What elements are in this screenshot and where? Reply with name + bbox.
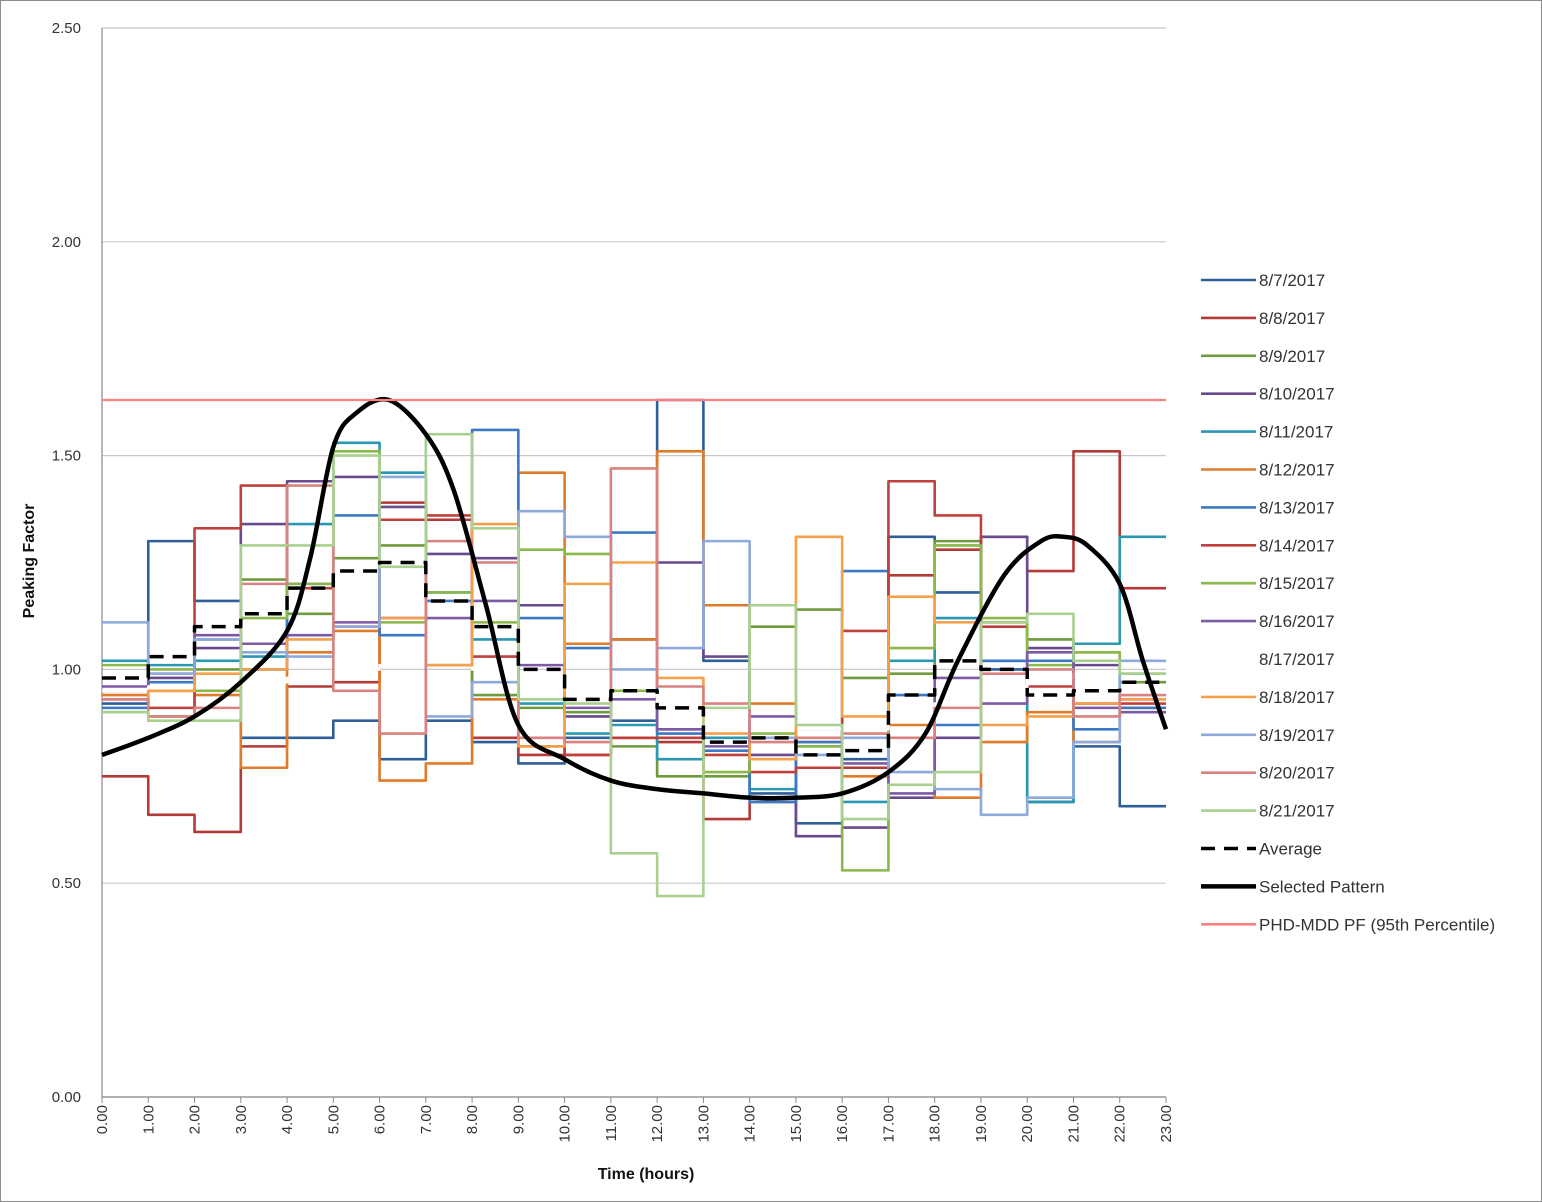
legend-label: 8/14/2017 (1259, 536, 1335, 555)
x-tick-label: 0.00 (94, 1105, 111, 1134)
y-tick-label: 1.50 (52, 448, 81, 465)
legend-label: 8/20/2017 (1259, 764, 1335, 783)
legend-label: 8/9/2017 (1259, 347, 1325, 366)
y-tick-label: 1.00 (52, 661, 81, 678)
x-tick-label: 10.00 (557, 1105, 574, 1143)
x-tick-label: 2.00 (187, 1105, 204, 1134)
series-8-8-2017 (102, 450, 1166, 834)
legend-item-8-10-2017: 8/10/2017 (1201, 385, 1335, 404)
x-axis: 0.00 1.00 2.00 3.00 4.00 5.00 6.00 7.00 8.00 9.00… (94, 1096, 1175, 1143)
legend-item-phd-mdd-pf-95th-percentile: PHD-MDD PF (95th Percentile) (1201, 915, 1495, 934)
x-tick-label: 4.00 (279, 1105, 296, 1134)
legend-item-8-11-2017: 8/11/2017 (1201, 423, 1333, 442)
x-tick-label: 20.00 (1019, 1105, 1036, 1143)
x-tick-label: 13.00 (695, 1105, 712, 1143)
x-tick-label: 19.00 (973, 1105, 990, 1143)
x-tick-label: 3.00 (233, 1105, 250, 1134)
legend-item-8-14-2017: 8/14/2017 (1201, 536, 1335, 555)
y-tick-label: 0.50 (52, 875, 81, 892)
legend-item-8-7-2017: 8/7/2017 (1201, 271, 1325, 290)
y-tick-label: 0.00 (52, 1089, 81, 1106)
legend-label: 8/13/2017 (1259, 498, 1335, 517)
legend-label: Average (1259, 840, 1322, 859)
legend-label: 8/17/2017 (1259, 650, 1335, 669)
x-tick-label: 5.00 (325, 1105, 342, 1134)
legend-label: 8/11/2017 (1259, 423, 1333, 442)
legend: 8/7/2017 8/8/2017 8/9/2017 8/10/2017 8/11/20… (1201, 271, 1495, 934)
legend-item-8-16-2017: 8/16/2017 (1201, 612, 1335, 631)
legend-item-8-9-2017: 8/9/2017 (1201, 347, 1325, 366)
x-tick-label: 17.00 (880, 1105, 897, 1143)
legend-item-8-8-2017: 8/8/2017 (1201, 309, 1325, 328)
x-tick-label: 21.00 (1065, 1105, 1082, 1143)
series-8-19-2017 (102, 475, 1166, 817)
x-tick-label: 9.00 (510, 1105, 527, 1134)
legend-label: 8/18/2017 (1259, 688, 1335, 707)
legend-item-8-17-2017: 8/17/2017 (1201, 650, 1335, 669)
series-average (102, 560, 1166, 757)
y-axis: 0.00 0.50 1.00 1.50 2.00 2.50 (52, 20, 103, 1106)
x-tick-label: 15.00 (788, 1105, 805, 1143)
legend-label: 8/7/2017 (1259, 271, 1325, 290)
y-tick-label: 2.00 (52, 234, 81, 251)
plot-area (101, 396, 1169, 898)
x-tick-label: 18.00 (927, 1105, 944, 1143)
legend-item-8-15-2017: 8/15/2017 (1201, 574, 1335, 593)
series-8-21-2017 (102, 432, 1166, 898)
legend-item-8-12-2017: 8/12/2017 (1201, 461, 1335, 480)
y-axis-title: Peaking Factor (21, 504, 38, 619)
legend-item-average: Average (1201, 840, 1322, 859)
x-tick-label: 6.00 (372, 1105, 389, 1134)
series-8-20-2017 (102, 467, 1166, 744)
x-tick-label: 8.00 (464, 1105, 481, 1134)
x-tick-label: 22.00 (1112, 1105, 1129, 1143)
legend-item-8-18-2017: 8/18/2017 (1201, 688, 1335, 707)
legend-label: 8/12/2017 (1259, 461, 1335, 480)
legend-item-8-19-2017: 8/19/2017 (1201, 726, 1335, 745)
legend-item-8-20-2017: 8/20/2017 (1201, 764, 1335, 783)
x-axis-title: Time (hours) (598, 1166, 695, 1183)
legend-label: 8/10/2017 (1259, 385, 1335, 404)
x-tick-label: 23.00 (1158, 1105, 1175, 1143)
legend-label: 8/19/2017 (1259, 726, 1335, 745)
x-tick-label: 1.00 (140, 1105, 157, 1134)
legend-item-8-13-2017: 8/13/2017 (1201, 498, 1335, 517)
series-selected-pattern (101, 396, 1169, 801)
legend-label: Selected Pattern (1259, 877, 1385, 896)
legend-label: 8/21/2017 (1259, 802, 1335, 821)
legend-label: 8/15/2017 (1259, 574, 1335, 593)
x-tick-label: 12.00 (649, 1105, 666, 1143)
series-8-7-2017 (102, 398, 1166, 825)
x-tick-label: 16.00 (834, 1105, 851, 1143)
legend-item-selected-pattern: Selected Pattern (1201, 877, 1385, 896)
y-tick-label: 2.50 (52, 20, 81, 37)
legend-label: 8/8/2017 (1259, 309, 1325, 328)
legend-label: PHD-MDD PF (95th Percentile) (1259, 915, 1495, 934)
legend-item-8-21-2017: 8/21/2017 (1201, 802, 1335, 821)
series-8-16-2017 (102, 599, 1166, 795)
legend-label: 8/16/2017 (1259, 612, 1335, 631)
x-tick-label: 11.00 (603, 1105, 620, 1141)
x-tick-label: 7.00 (418, 1105, 435, 1134)
x-tick-label: 14.00 (742, 1105, 759, 1143)
